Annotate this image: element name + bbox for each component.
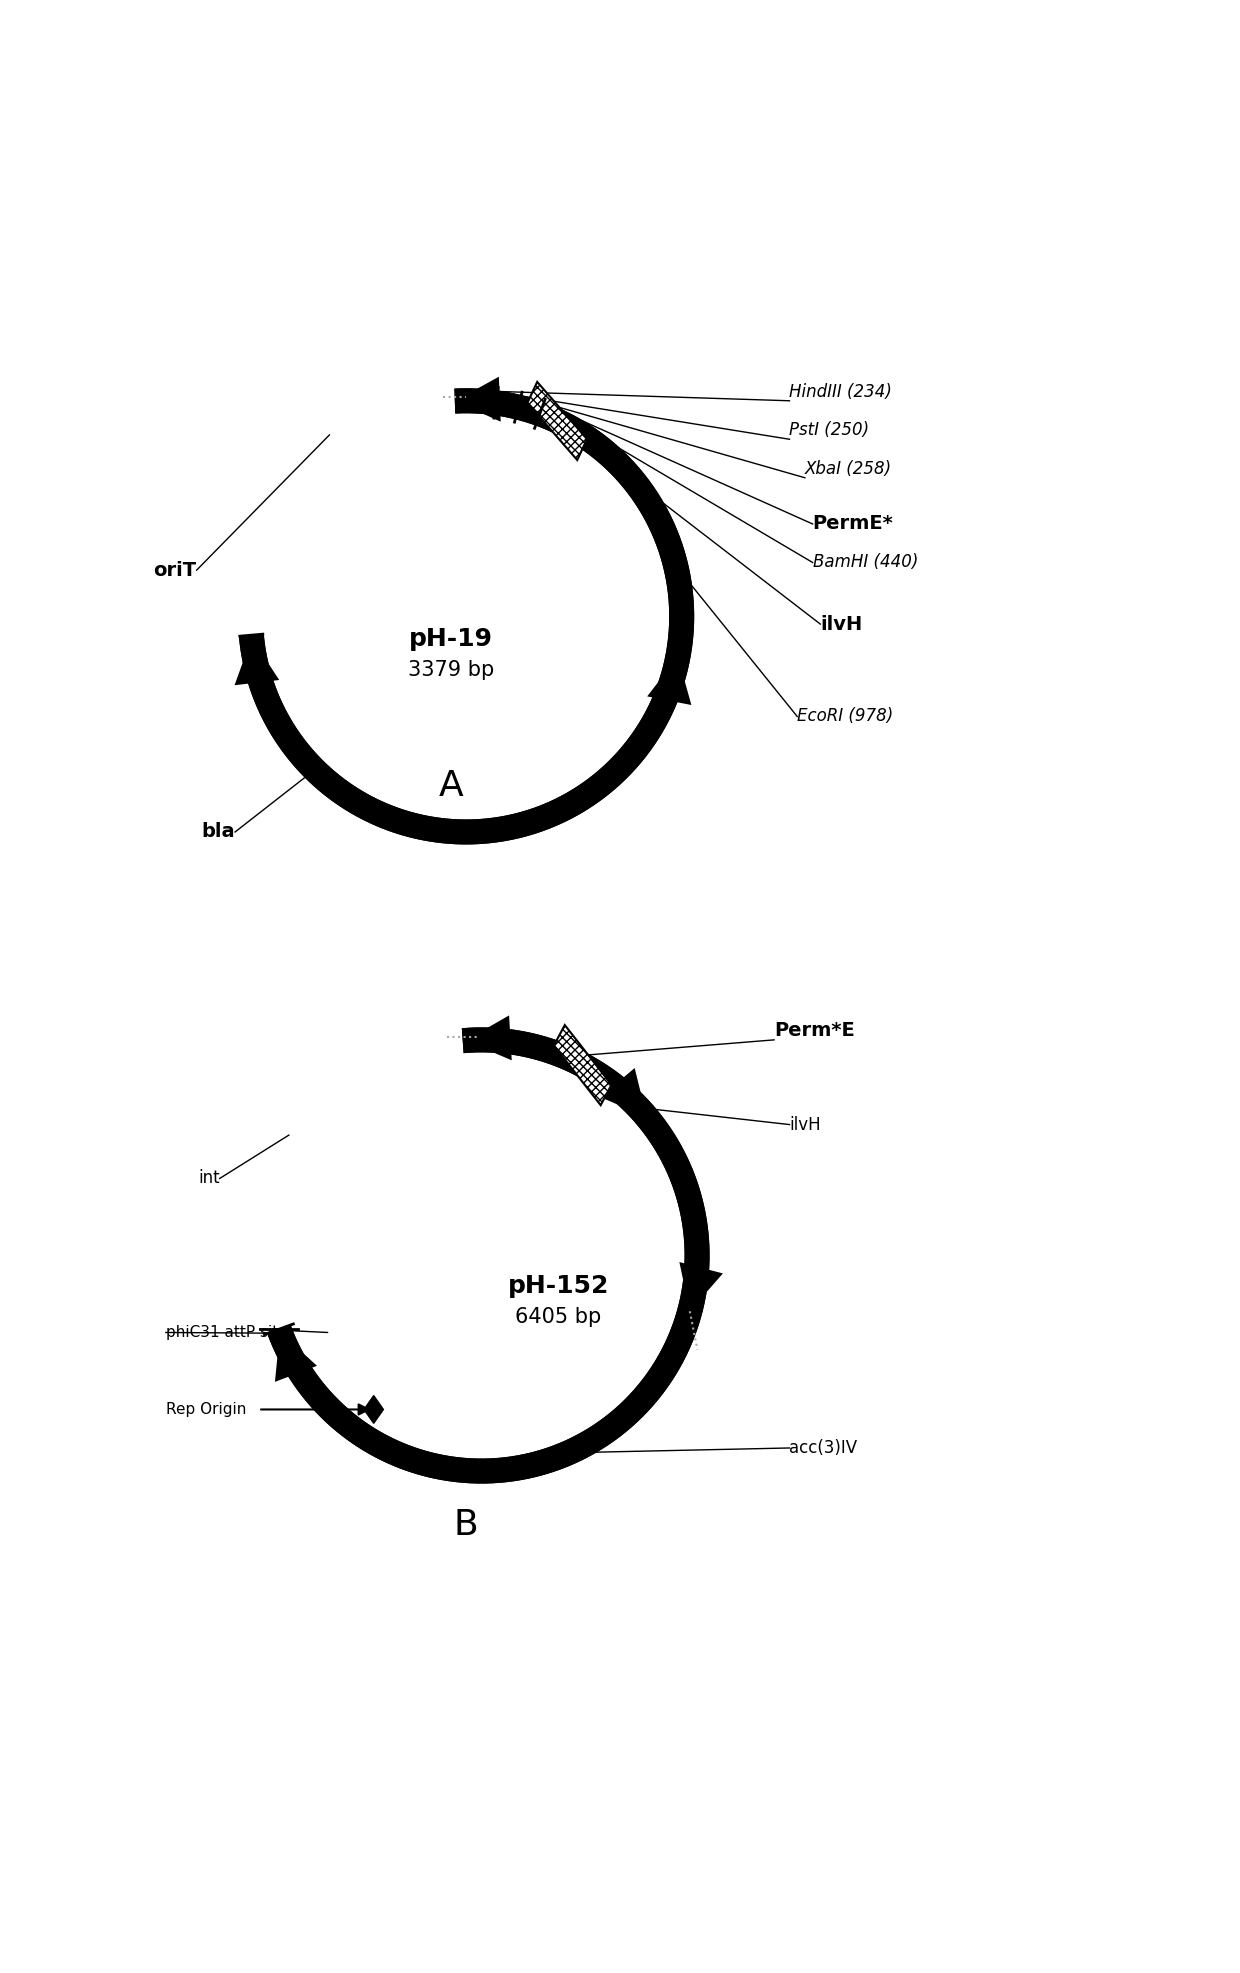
Text: EcoRI (978): EcoRI (978) <box>797 708 894 726</box>
Text: PermE*: PermE* <box>812 515 893 533</box>
Text: Rep Origin: Rep Origin <box>166 1403 247 1417</box>
Text: A: A <box>438 769 463 803</box>
Text: bla: bla <box>201 823 236 840</box>
Text: int: int <box>198 1170 219 1188</box>
Polygon shape <box>365 1395 383 1423</box>
Text: 6405 bp: 6405 bp <box>516 1306 601 1328</box>
Text: ilvH: ilvH <box>821 614 863 633</box>
Text: phiC31 attP site: phiC31 attP site <box>166 1326 288 1340</box>
Text: pH-19: pH-19 <box>409 627 492 651</box>
Polygon shape <box>527 383 587 460</box>
Text: pH-152: pH-152 <box>508 1275 609 1298</box>
Text: 3379 bp: 3379 bp <box>408 661 494 681</box>
Text: B: B <box>454 1507 479 1543</box>
Text: oriT: oriT <box>154 560 197 580</box>
Text: XbaI (258): XbaI (258) <box>805 460 892 477</box>
Text: ilvH: ilvH <box>790 1115 821 1134</box>
Text: PstI (250): PstI (250) <box>790 422 869 440</box>
Text: acc(3)IV: acc(3)IV <box>790 1438 858 1456</box>
Text: Perm*E: Perm*E <box>774 1020 854 1040</box>
Polygon shape <box>554 1026 611 1105</box>
Text: BamHI (440): BamHI (440) <box>812 554 918 572</box>
Text: HindIII (234): HindIII (234) <box>790 383 893 401</box>
